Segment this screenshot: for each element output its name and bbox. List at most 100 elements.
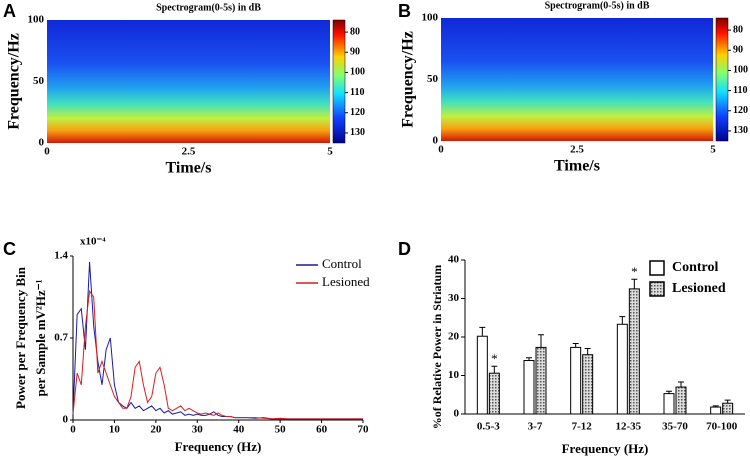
bar — [523, 359, 535, 415]
colorbar-tick-label: 130 — [733, 125, 748, 136]
colorbar-tick-label: 120 — [350, 107, 365, 118]
spectrogram — [441, 18, 713, 141]
x-tick-label: 7-12 — [572, 421, 593, 433]
x-tick-label: 5 — [710, 144, 716, 156]
bar — [722, 402, 734, 415]
y-tick-label: 0 — [433, 135, 439, 147]
x-tick-label: 70 — [358, 424, 370, 436]
x-tick-label: 40 — [233, 424, 245, 436]
x-tick-label: 0 — [44, 146, 50, 158]
panel-label: D — [398, 239, 411, 259]
legend-swatch — [649, 260, 665, 276]
colorbar-tick-label: 110 — [350, 87, 364, 98]
bar — [488, 372, 500, 415]
x-tick-label: 0 — [70, 424, 76, 436]
x-axis-label: Time/s — [554, 158, 600, 175]
y-tick-label: 10 — [448, 369, 460, 381]
significance-marker: * — [491, 351, 498, 366]
y-tick-label: 0 — [39, 137, 45, 149]
x-tick-label: 0 — [438, 144, 444, 156]
legend-label: Control — [672, 260, 719, 275]
chart-title: Spectrogram(0-5s) in dB — [156, 2, 261, 13]
chart-title: Spectrogram(0-5s) in dB — [545, 0, 650, 11]
error-bar — [619, 316, 626, 325]
colorbar-tick-label: 80 — [733, 24, 743, 35]
x-tick-label: 30 — [192, 424, 204, 436]
y-axis-label: Power per Frequency Bin — [13, 266, 28, 409]
x-tick-label: 20 — [150, 424, 162, 436]
y-tick-label: 40 — [448, 254, 460, 266]
y-tick-label: 20 — [448, 331, 460, 343]
error-bar — [572, 343, 579, 348]
error-bar — [538, 334, 544, 348]
x-tick-label: 5 — [327, 146, 333, 158]
colorbar-tick-label: 90 — [350, 47, 360, 58]
panel-label: A — [3, 1, 16, 21]
x-tick-label: 35-70 — [662, 421, 688, 433]
error-bar — [631, 278, 638, 289]
y-multiplier: x10⁻⁴ — [80, 236, 106, 248]
x-tick-label: 0.5-3 — [477, 421, 500, 433]
legend-label: Lesioned — [672, 281, 726, 296]
y-axis-label: Frequency/Hz — [6, 33, 23, 130]
y-tick-label: 50 — [33, 75, 45, 87]
bar — [582, 354, 594, 415]
error-bar — [491, 365, 498, 374]
legend-label: Lesioned — [322, 274, 370, 289]
panel-label: C — [3, 239, 16, 259]
error-bar — [712, 405, 719, 408]
colorbar — [715, 17, 729, 142]
x-axis-label: Frequency (Hz) — [175, 439, 262, 454]
error-bar — [666, 390, 672, 394]
y-tick-label: 30 — [448, 292, 460, 304]
bar — [535, 346, 547, 415]
series-line — [72, 289, 363, 420]
colorbar-tick-label: 90 — [733, 45, 743, 56]
error-bar — [678, 381, 684, 388]
y-axis-label: Frequency/Hz — [400, 31, 417, 128]
y-tick-label: 100 — [28, 14, 45, 26]
colorbar-tick-label: 100 — [350, 67, 365, 78]
y-axis-label: per Sample mV²Hz⁻¹ — [33, 279, 48, 396]
colorbar-tick-label: 100 — [733, 65, 748, 76]
y-tick-label: 100 — [422, 12, 439, 24]
y-axis-label: %of Relative Power in Striatum — [430, 265, 444, 429]
bar — [663, 393, 675, 415]
error-bar — [584, 348, 591, 355]
y-tick-label: 0.7 — [54, 332, 68, 344]
x-axis-label: Frequency (Hz) — [562, 441, 649, 456]
series-line — [72, 261, 363, 420]
colorbar-tick-label: 130 — [350, 127, 365, 138]
y-tick-label: 0 — [454, 408, 460, 420]
legend-swatch — [649, 281, 665, 297]
error-bar — [526, 357, 532, 361]
x-axis-label: Time/s — [166, 160, 212, 177]
x-tick-label: 2.5 — [570, 144, 584, 156]
y-tick-label: 50 — [427, 73, 439, 85]
x-tick-label: 3-7 — [528, 421, 543, 433]
legend-label: Control — [322, 256, 362, 271]
x-tick-label: 70-100 — [706, 421, 738, 433]
colorbar-tick-label: 80 — [350, 26, 360, 37]
colorbar-tick-label: 120 — [733, 105, 748, 116]
bar — [675, 386, 687, 415]
bar — [616, 323, 628, 415]
error-bar — [479, 326, 486, 337]
x-tick-label: 60 — [316, 424, 328, 436]
x-tick-label: 50 — [275, 424, 287, 436]
error-bar — [724, 399, 731, 404]
y-tick-label: 0 — [63, 414, 69, 426]
colorbar-tick-label: 110 — [733, 85, 747, 96]
bar — [710, 406, 722, 415]
x-tick-label: 12-35 — [615, 421, 641, 433]
bar — [476, 335, 488, 415]
spectrogram — [47, 20, 330, 143]
panel-label: B — [398, 1, 411, 21]
bar — [570, 346, 582, 415]
bar — [628, 288, 640, 415]
x-tick-label: 10 — [109, 424, 121, 436]
y-tick-label: 1.4 — [54, 250, 68, 262]
significance-marker: * — [631, 264, 638, 279]
colorbar — [332, 19, 346, 144]
